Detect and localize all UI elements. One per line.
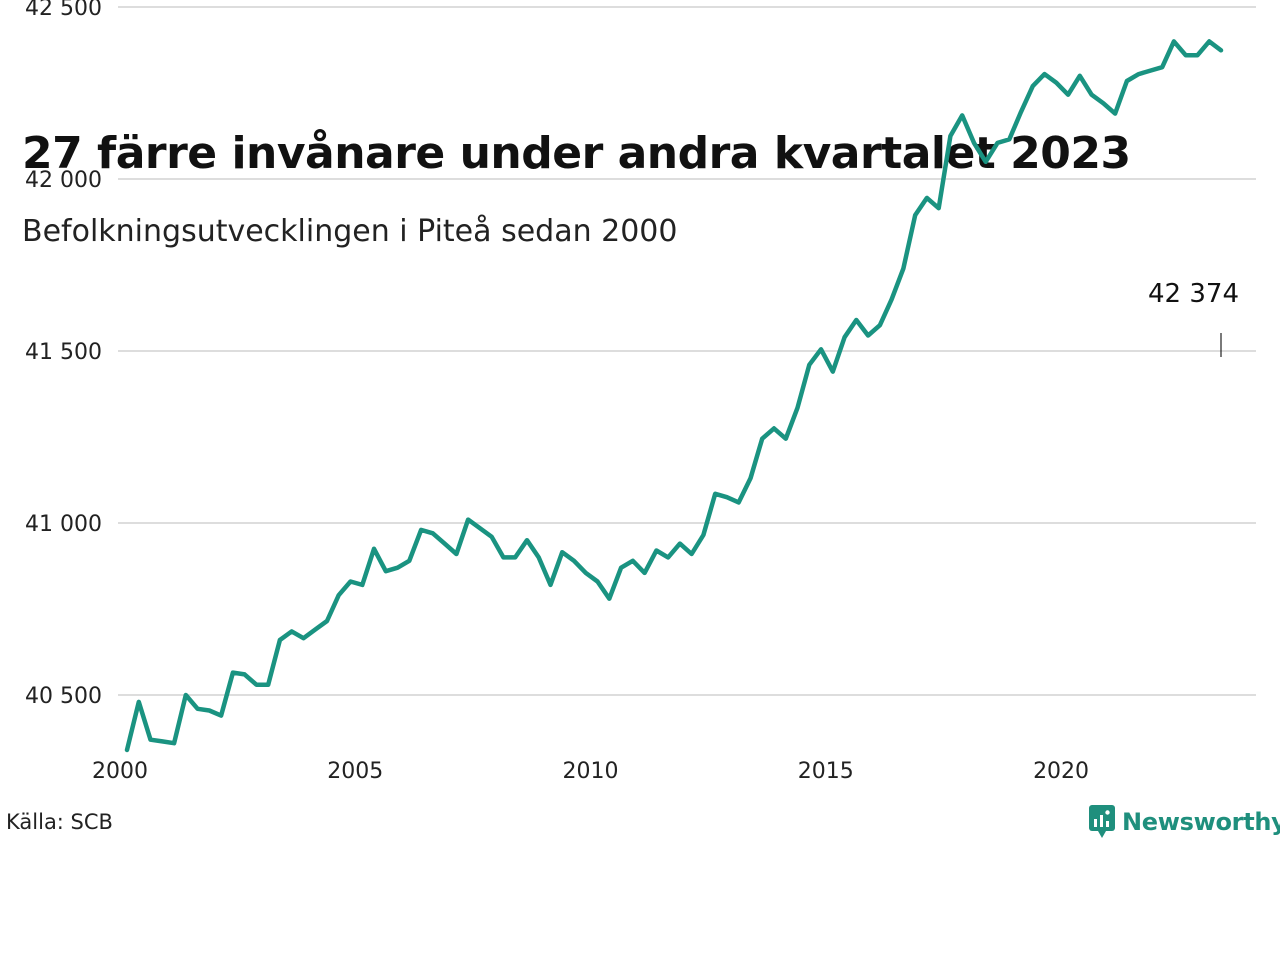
annotation-label: 42 374 <box>1148 279 1239 309</box>
y-tick-label: 42 000 <box>25 168 102 193</box>
newsworthy-logo-icon <box>1089 805 1115 838</box>
x-tick-label: 2010 <box>563 759 619 784</box>
y-tick-label: 40 500 <box>25 684 102 709</box>
x-tick-label: 2000 <box>92 759 148 784</box>
source-note: Källa: SCB <box>6 810 113 834</box>
y-tick-label: 42 500 <box>25 0 102 21</box>
brand-logo: Newsworthy <box>1088 804 1280 840</box>
x-tick-label: 2005 <box>327 759 383 784</box>
y-tick-label: 41 500 <box>25 340 102 365</box>
x-tick-label: 2020 <box>1033 759 1089 784</box>
chart-subtitle: Befolkningsutvecklingen i Piteå sedan 20… <box>22 214 678 249</box>
series-line <box>124 39 1224 753</box>
y-tick-label: 41 000 <box>25 512 102 537</box>
brand-name: Newsworthy <box>1122 808 1280 836</box>
line-chart: 40 500 41 000 41 500 42 000 42 500 2000 2005 20… <box>25 0 1256 784</box>
x-tick-label: 2015 <box>798 759 854 784</box>
